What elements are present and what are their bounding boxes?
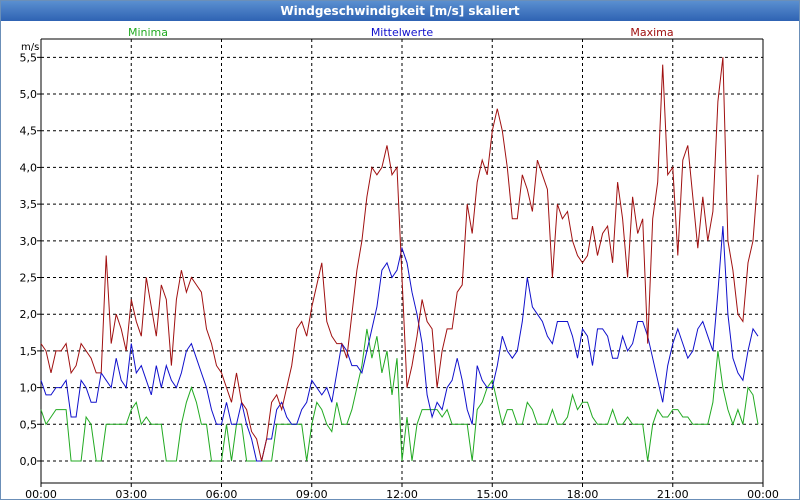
y-tick-label: 1,0: [20, 382, 38, 395]
window-title: Windgeschwindigkeit [m/s] skaliert: [1, 1, 799, 21]
grid-lines: [41, 39, 763, 483]
x-tick-time: 06:00: [206, 488, 238, 499]
x-tick-time: 21:00: [657, 488, 689, 499]
y-tick-label: 3,0: [20, 235, 38, 248]
series-line-maxima: [40, 57, 759, 462]
x-tick-time: 03:00: [115, 488, 147, 499]
x-tick-time: 15:00: [476, 488, 508, 499]
series-lines: [40, 57, 759, 462]
y-tick-label: 5,0: [20, 88, 38, 101]
y-tick-label: 3,5: [20, 198, 38, 211]
y-tick-label: 2,5: [20, 272, 38, 285]
y-tick-label: 0,5: [20, 418, 38, 431]
y-tick-label: 1,5: [20, 345, 38, 358]
y-axis-label: m/s: [21, 42, 39, 53]
y-tick-label: 2,0: [20, 308, 38, 321]
x-tick-time: 18:00: [567, 488, 599, 499]
y-tick-label: 5,5: [20, 51, 38, 64]
legend-mittelwerte: Mittelwerte: [371, 26, 434, 39]
legend: Minima Mittelwerte Maxima: [128, 26, 674, 39]
legend-minima: Minima: [128, 26, 168, 39]
x-tick-time: 09:00: [296, 488, 328, 499]
y-tick-labels: 0,0 0,5 1,0 1,5 2,0 2,5 3,0 3,5 4,0 4,5 5,0 5,5: [20, 51, 41, 468]
y-tick-label: 4,0: [20, 161, 38, 174]
x-tick-time: 00:00: [25, 488, 57, 499]
series-line-minima: [40, 328, 759, 462]
series-line-mittelwerte: [40, 226, 759, 462]
x-tick-time: 00:00: [747, 488, 779, 499]
x-tick-labels: 00:0004.04.1203:0004.04.1206:0004.04.120…: [25, 483, 779, 499]
chart-svg: m/s 0,0 0,5 1,0 1,5 2,0 2,5 3,0 3,5 4,0 4,5 5,0 5,5…: [20, 26, 779, 499]
x-tick-time: 12:00: [386, 488, 418, 499]
y-tick-label: 0,0: [20, 455, 38, 468]
y-tick-label: 4,5: [20, 125, 38, 138]
legend-maxima: Maxima: [630, 26, 673, 39]
